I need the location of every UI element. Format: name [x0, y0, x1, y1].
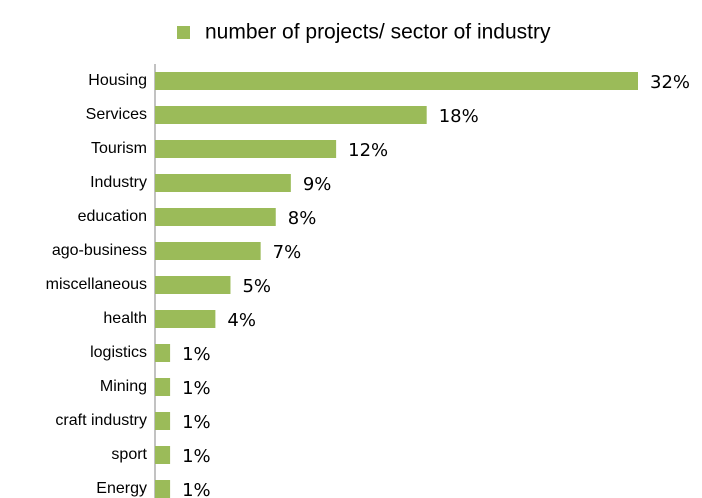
data-label: 32% — [650, 72, 690, 93]
data-label: 7% — [273, 242, 302, 263]
bar — [155, 276, 231, 294]
y-tick-label: Services — [86, 106, 147, 123]
y-tick-label: Industry — [90, 174, 147, 191]
data-label: 1% — [182, 344, 211, 365]
data-label: 1% — [182, 412, 211, 433]
y-tick-label: education — [78, 208, 147, 225]
bar — [155, 446, 171, 464]
bar — [155, 480, 171, 498]
data-label: 4% — [227, 310, 256, 331]
y-tick-label: health — [103, 310, 147, 327]
bar — [155, 106, 427, 124]
bar — [155, 310, 216, 328]
data-label: 1% — [182, 480, 211, 498]
bar — [155, 412, 171, 430]
data-label: 1% — [182, 446, 211, 467]
y-tick-label: sport — [111, 446, 147, 463]
data-label: 1% — [182, 378, 211, 399]
y-tick-label: logistics — [90, 344, 147, 361]
bar — [155, 174, 291, 192]
bar — [155, 242, 261, 260]
data-label: 5% — [242, 276, 271, 297]
data-label: 9% — [303, 174, 332, 195]
data-label: 8% — [288, 208, 317, 229]
legend-label: number of projects/ sector of industry — [205, 21, 551, 44]
bar — [155, 208, 276, 226]
y-tick-label: Housing — [88, 72, 147, 89]
bar — [155, 72, 638, 90]
y-tick-label: Tourism — [91, 140, 147, 157]
data-label: 12% — [348, 140, 388, 161]
legend-swatch — [177, 26, 190, 39]
y-tick-label: craft industry — [55, 412, 147, 429]
y-tick-label: Mining — [100, 378, 147, 395]
data-label: 18% — [439, 106, 479, 127]
bar — [155, 344, 171, 362]
y-tick-label: miscellaneous — [46, 276, 147, 293]
bar — [155, 140, 337, 158]
bar — [155, 378, 171, 396]
y-tick-label: ago-business — [52, 242, 147, 259]
y-tick-label: Energy — [96, 480, 147, 497]
